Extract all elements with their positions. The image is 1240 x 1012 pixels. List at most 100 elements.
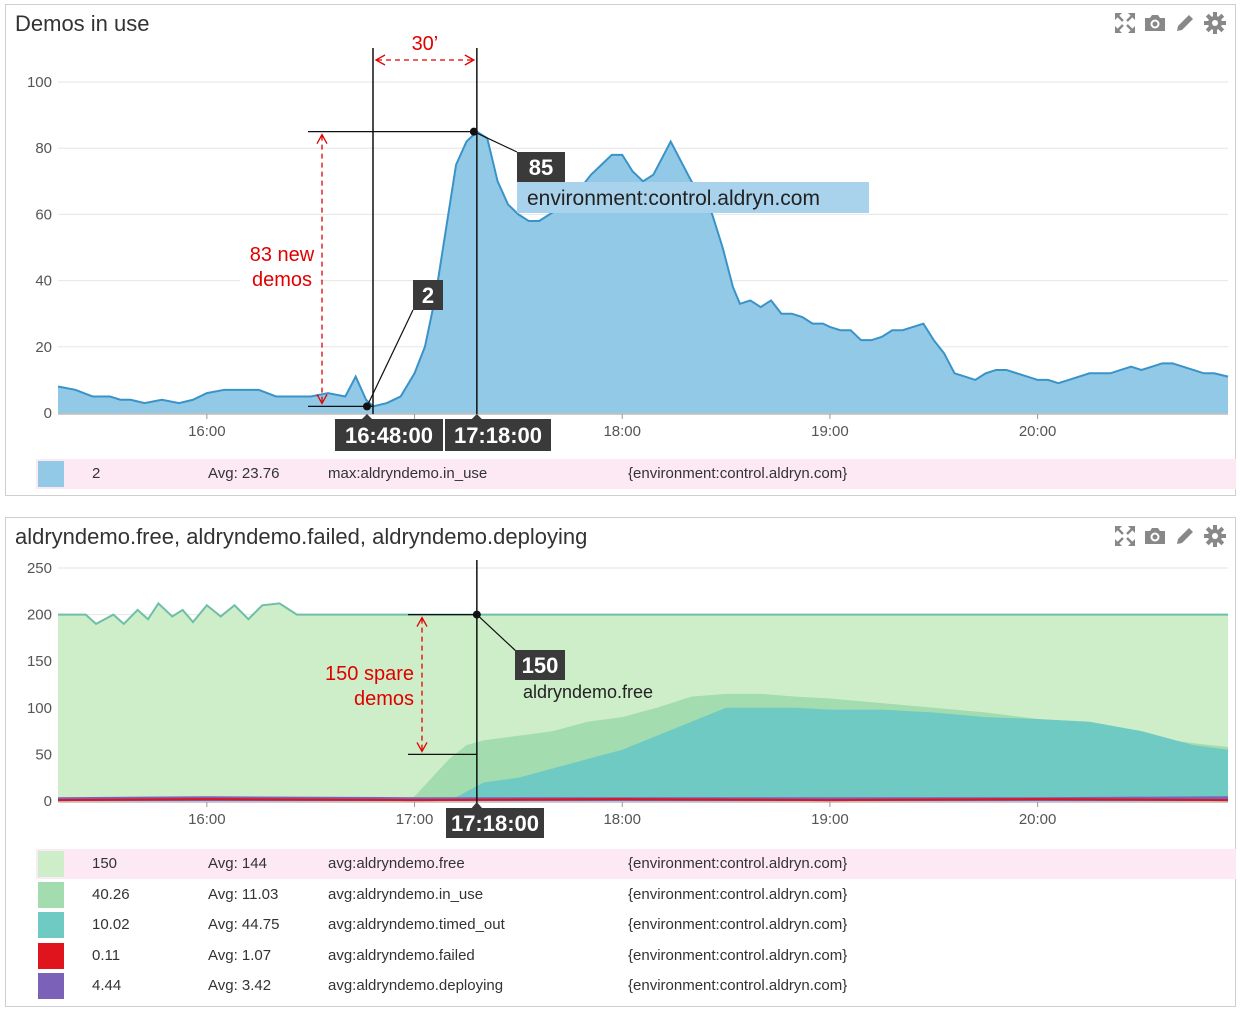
legend-avg: Avg: 23.76	[208, 465, 280, 482]
legend-swatch	[38, 851, 64, 877]
increase-label-bg	[240, 238, 320, 294]
x-tick-label: 20:00	[1019, 423, 1057, 440]
panel-title: aldryndemo.free, aldryndemo.failed, aldr…	[15, 524, 588, 549]
x-tick-label: 16:00	[188, 423, 226, 440]
y-tick-label: 60	[35, 206, 52, 223]
x-tick-label: 17:00	[396, 811, 434, 828]
y-tick-label: 100	[27, 700, 52, 717]
gear-icon[interactable]	[1203, 524, 1227, 548]
delta-label: 30’	[412, 33, 439, 55]
y-tick-label: 200	[27, 607, 52, 624]
legend-avg: Avg: 144	[208, 855, 267, 872]
gear-icon[interactable]	[1203, 11, 1227, 35]
x-tick-label: 16:00	[188, 811, 226, 828]
legend-swatch	[38, 912, 64, 938]
series-area	[58, 707, 1228, 801]
legend-row[interactable]: 4.44 Avg: 3.42 avg:aldryndemo.deploying {en…	[36, 971, 1236, 1001]
y-tick-label: 0	[44, 405, 52, 422]
badge-free-text: 150	[522, 653, 559, 678]
y-tick-label: 100	[27, 74, 52, 91]
legend-swatch	[38, 881, 64, 908]
y-tick-label: 80	[35, 140, 52, 157]
tooltip-text: aldryndemo.free	[523, 682, 653, 702]
x-tick-label: 18:00	[603, 811, 641, 828]
legend-metric: avg:aldryndemo.free	[328, 855, 465, 872]
time-badge	[446, 808, 544, 838]
spare-arrowhead-bottom	[416, 742, 428, 753]
increase-label-line2: demos	[252, 269, 312, 291]
expand-icon[interactable]	[1113, 11, 1137, 35]
legend-tags: {environment:control.aldryn.com}	[628, 977, 848, 994]
failed-line	[57, 798, 1229, 802]
deploying-line	[57, 796, 1229, 800]
x-tick-label: 19:00	[811, 811, 849, 828]
legend-current: 0.11	[92, 946, 121, 964]
panel-toolbar	[1113, 11, 1227, 35]
legend-current: 40.26	[92, 885, 130, 903]
pencil-icon[interactable]	[1173, 11, 1197, 35]
y-tick-label: 50	[35, 746, 52, 763]
spare-label-line1: 150 spare	[325, 663, 414, 685]
legend-swatch	[38, 461, 64, 487]
legend-metric: avg:aldryndemo.in_use	[328, 885, 484, 903]
leader-high	[473, 131, 518, 153]
time-badge-a-text: 16:48:00	[345, 423, 433, 448]
legend-row[interactable]: 2 Avg: 23.76 max:aldryndemo.in_use {envi…	[36, 459, 1236, 489]
legend-avg: Avg: 1.07	[208, 946, 272, 964]
delta-arrowhead-right	[464, 54, 476, 66]
expand-icon[interactable]	[1113, 524, 1137, 548]
camera-icon[interactable]	[1143, 11, 1167, 35]
legend-current: 2	[92, 465, 101, 482]
leader-free	[476, 614, 518, 653]
tooltip-bg	[517, 182, 869, 213]
y-tick-label: 0	[44, 793, 52, 810]
increase-arrowhead-bottom	[316, 394, 328, 405]
legend-row[interactable]: 150 Avg: 144 avg:aldryndemo.free {environme…	[36, 849, 1236, 879]
legend-tags: {environment:control.aldryn.com}	[628, 465, 848, 482]
badge-low	[413, 280, 443, 310]
legend-tags: {environment:control.aldryn.com}	[628, 855, 848, 872]
x-tick-label: 19:00	[811, 423, 849, 440]
y-tick-label: 250	[27, 560, 52, 577]
legend-row[interactable]: 10.02 Avg: 44.75 avg:aldryndemo.timed_out {…	[36, 910, 1236, 940]
badge-free	[515, 650, 565, 680]
legend-metric: avg:aldryndemo.timed_out	[328, 916, 505, 933]
increase-arrowhead-top	[316, 133, 328, 144]
legend-avg: Avg: 44.75	[208, 916, 280, 933]
leader-low	[366, 309, 414, 407]
time-badge-pointer	[470, 802, 483, 809]
legend-row[interactable]: 40.26 Avg: 11.03 avg:aldryndemo.in_use {env…	[36, 880, 1236, 910]
time-badge-text: 17:18:00	[451, 811, 539, 836]
legend-metric: max:aldryndemo.in_use	[328, 465, 488, 482]
badge-high	[517, 152, 565, 182]
camera-icon[interactable]	[1143, 524, 1167, 548]
legend-metric: avg:aldryndemo.deploying	[328, 977, 504, 994]
y-tick-label: 20	[35, 339, 52, 356]
legend-swatch	[38, 973, 64, 999]
legend-avg: Avg: 11.03	[208, 885, 279, 903]
legend-swatch	[38, 942, 64, 969]
legend-row[interactable]: 0.11 Avg: 1.07 avg:aldryndemo.failed {envir…	[36, 941, 1236, 971]
tooltip-text: environment:control.aldryn.com	[527, 187, 820, 210]
delta-arrowhead-left	[374, 54, 386, 66]
legend-current: 150	[92, 855, 118, 872]
x-tick-label: 20:00	[1019, 811, 1057, 828]
increase-label-line1: 83 new	[250, 244, 315, 266]
legend-tags: {environment:control.aldryn.com}	[628, 946, 848, 964]
panel-title: Demos in use	[15, 11, 150, 36]
badge-low-text: 2	[422, 283, 434, 308]
pencil-icon[interactable]	[1173, 524, 1197, 548]
time-badge-b	[445, 419, 551, 451]
demos-in-use-chart: 02040608010016:0017:0018:0019:0020:0030’…	[27, 33, 1229, 451]
legend-tags: {environment:control.aldryn.com}	[628, 916, 848, 933]
x-tick-label: 18:00	[603, 423, 641, 440]
time-badge-b-text: 17:18:00	[454, 423, 542, 448]
legend-tags: {environment:control.aldryn.com}	[628, 885, 848, 903]
panel-toolbar	[1113, 524, 1227, 548]
legend-current: 4.44	[92, 977, 122, 994]
spare-label-line2: demos	[354, 688, 414, 710]
legend-avg: Avg: 3.42	[208, 977, 272, 994]
spare-arrowhead-top	[416, 616, 428, 627]
y-tick-label: 40	[35, 273, 52, 290]
